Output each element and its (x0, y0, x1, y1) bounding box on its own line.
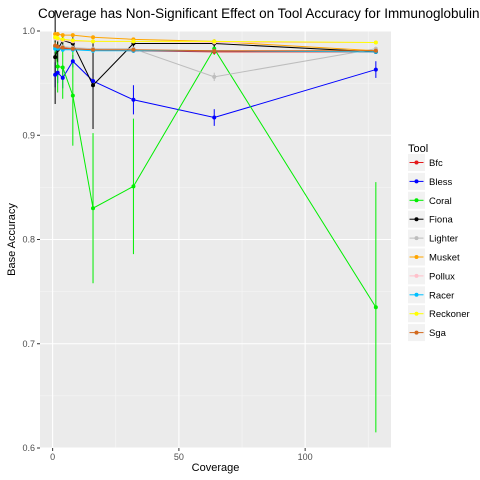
data-point-coral (61, 65, 65, 69)
legend-item-musket: Musket (408, 249, 460, 266)
legend-item-bfc: Bfc (408, 154, 443, 171)
y-tick-label: 0.7 (22, 339, 35, 349)
data-point-sga (374, 49, 378, 53)
data-point-bless (61, 76, 65, 80)
legend-item-coral: Coral (408, 192, 452, 209)
data-point-coral (71, 94, 75, 98)
data-point-coral (91, 206, 95, 210)
data-point-fiona (53, 55, 57, 59)
legend-point-lighter (415, 236, 419, 240)
data-point-lighter (212, 75, 216, 79)
x-axis-title: Coverage (192, 462, 240, 474)
legend-item-bless: Bless (408, 173, 452, 190)
data-point-sga (56, 45, 60, 49)
data-point-sga (71, 47, 75, 51)
data-point-bless (212, 116, 216, 120)
data-point-coral (56, 64, 60, 68)
legend-point-musket (415, 255, 419, 259)
data-point-sga (212, 49, 216, 53)
legend-label-reckoner: Reckoner (429, 309, 470, 320)
data-point-musket (56, 32, 60, 36)
data-point-bless (131, 98, 135, 102)
data-point-musket (91, 35, 95, 39)
legend-label-sga: Sga (429, 328, 447, 339)
legend-label-lighter: Lighter (429, 234, 458, 245)
legend-point-bfc (415, 161, 419, 165)
legend-title: Tool (408, 143, 428, 155)
data-point-reckoner (71, 38, 75, 42)
x-tick-label: 50 (174, 452, 184, 462)
data-point-sga (91, 48, 95, 52)
legend-item-reckoner: Reckoner (408, 305, 470, 322)
legend-label-coral: Coral (429, 196, 452, 207)
legend-point-pollux (415, 274, 419, 278)
x-tick-label: 0 (50, 452, 55, 462)
legend-point-coral (415, 198, 419, 202)
legend-item-sga: Sga (408, 324, 447, 341)
data-point-reckoner (212, 39, 216, 43)
legend-item-lighter: Lighter (408, 230, 458, 247)
legend-item-pollux: Pollux (408, 267, 455, 284)
legend-label-racer: Racer (429, 290, 454, 301)
legend-label-bless: Bless (429, 177, 452, 188)
data-point-bless (91, 79, 95, 83)
data-point-bless (374, 68, 378, 72)
legend-label-pollux: Pollux (429, 271, 455, 282)
data-point-bless (56, 71, 60, 75)
legend-item-racer: Racer (408, 286, 454, 303)
data-point-reckoner (61, 37, 65, 41)
legend-label-musket: Musket (429, 253, 460, 264)
legend-item-fiona: Fiona (408, 211, 453, 228)
data-point-fiona (91, 83, 95, 87)
chart-title: Coverage has Non-Significant Effect on T… (38, 6, 480, 21)
legend-point-fiona (415, 217, 419, 221)
legend-point-bless (415, 179, 419, 183)
data-point-reckoner (56, 36, 60, 40)
y-tick-label: 0.8 (22, 235, 35, 245)
y-axis-title: Base Accuracy (6, 203, 18, 276)
data-point-reckoner (131, 39, 135, 43)
data-point-reckoner (374, 40, 378, 44)
y-tick-label: 0.6 (22, 443, 35, 453)
data-point-bless (71, 59, 75, 63)
x-tick-label: 100 (298, 452, 313, 462)
legend: Tool Bfc Bless Coral Fiona Lighter Musket Poll… (408, 143, 470, 341)
data-point-sga (131, 48, 135, 52)
y-tick-label: 0.9 (22, 130, 35, 140)
y-tick-label: 1.0 (22, 26, 35, 36)
data-point-coral (131, 184, 135, 188)
legend-point-reckoner (415, 312, 419, 316)
data-point-musket (71, 33, 75, 37)
data-point-reckoner (91, 39, 95, 43)
data-point-coral (374, 305, 378, 309)
data-point-sga (61, 46, 65, 50)
x-axis-ticks: 0 50 100 (50, 448, 313, 462)
legend-point-sga (415, 331, 419, 335)
data-point-musket (61, 33, 65, 37)
y-axis-ticks: 0.6 0.7 0.8 0.9 1.0 (22, 26, 40, 453)
legend-point-racer (415, 293, 419, 297)
legend-label-fiona: Fiona (429, 215, 453, 226)
legend-label-bfc: Bfc (429, 158, 443, 169)
